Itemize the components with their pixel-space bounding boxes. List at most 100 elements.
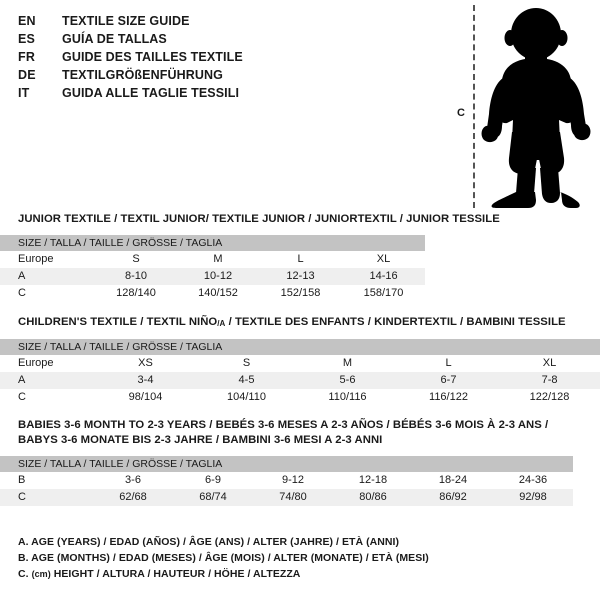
language-code: IT [18, 86, 30, 100]
table-cell: 6-9 [173, 472, 253, 489]
table-cell: 158/170 [342, 285, 426, 302]
row-label: C [0, 489, 93, 506]
table-row: Europe S M L XL [0, 251, 426, 268]
table-cell: 122/128 [499, 389, 600, 406]
table-cell: 62/68 [93, 489, 173, 506]
table-header-bar: SIZE / TALLA / TAILLE / GRÖSSE / TAGLIA [0, 339, 600, 355]
table-row: Europe XS S M L XL [0, 355, 600, 372]
table-cell: 18-24 [413, 472, 493, 489]
table-row: A 3-4 4-5 5-6 6-7 7-8 [0, 372, 600, 389]
measurement-legend: A. AGE (YEARS) / EDAD (AÑOS) / ÂGE (ANS)… [18, 534, 578, 582]
language-title: GUIDE DES TAILLES TEXTILE [62, 50, 243, 64]
language-code: DE [18, 68, 36, 82]
table-cell: 3-6 [93, 472, 173, 489]
language-row: ES GUÍA DE TALLAS [18, 30, 438, 48]
table-cell: 8-10 [95, 268, 177, 285]
language-title: TEXTILGRÖßENFÜHRUNG [62, 68, 223, 82]
table-cell: 74/80 [253, 489, 333, 506]
table-cell: M [297, 355, 398, 372]
legend-line-c: C. (cm) HEIGHT / ALTURA / HAUTEUR / HÖHE… [18, 566, 578, 582]
junior-size-table: SIZE / TALLA / TAILLE / GRÖSSE / TAGLIA … [0, 235, 426, 302]
section-title-children-sub: /A [217, 319, 226, 328]
language-title: GUÍA DE TALLAS [62, 32, 167, 46]
row-label: Europe [0, 355, 95, 372]
language-title: GUIDA ALLE TAGLIE TESSILI [62, 86, 240, 100]
table-cell: 92/98 [493, 489, 573, 506]
table-cell: 68/74 [173, 489, 253, 506]
table-cell: 12-13 [259, 268, 342, 285]
table-row: C 62/68 68/74 74/80 80/86 86/92 92/98 [0, 489, 573, 506]
table-cell: 140/152 [177, 285, 259, 302]
table-cell: 3-4 [95, 372, 196, 389]
babies-size-table: SIZE / TALLA / TAILLE / GRÖSSE / TAGLIA … [0, 456, 573, 506]
section-title-children-pre: CHILDREN'S TEXTILE / TEXTIL NIÑO [18, 316, 218, 328]
row-label: A [0, 268, 95, 285]
table-cell: XL [342, 251, 426, 268]
toddler-silhouette-icon [481, 8, 591, 208]
table-cell: 152/158 [259, 285, 342, 302]
language-title-block: EN TEXTILE SIZE GUIDE ES GUÍA DE TALLAS FR GU… [18, 12, 438, 102]
row-label: A [0, 372, 95, 389]
table-cell: XS [95, 355, 196, 372]
table-cell: 9-12 [253, 472, 333, 489]
table-cell: M [177, 251, 259, 268]
table-cell: S [95, 251, 177, 268]
table-cell: 80/86 [333, 489, 413, 506]
table-row: A 8-10 10-12 12-13 14-16 [0, 268, 426, 285]
table-cell: 12-18 [333, 472, 413, 489]
row-label: C [0, 285, 95, 302]
size-bar-label: SIZE / TALLA / TAILLE / GRÖSSE / TAGLIA [0, 235, 426, 251]
size-bar-label: SIZE / TALLA / TAILLE / GRÖSSE / TAGLIA [0, 339, 600, 355]
table-row: C 128/140 140/152 152/158 158/170 [0, 285, 426, 302]
language-code: FR [18, 50, 36, 64]
language-row: EN TEXTILE SIZE GUIDE [18, 12, 438, 30]
section-title-children-post: / TEXTILE DES ENFANTS / KINDERTEXTIL / B… [225, 316, 566, 328]
row-label: B [0, 472, 93, 489]
legend-line-c-pre: C. [18, 568, 32, 580]
table-cell: L [259, 251, 342, 268]
legend-line-a: A. AGE (YEARS) / EDAD (AÑOS) / ÂGE (ANS)… [18, 536, 400, 548]
table-cell: XL [499, 355, 600, 372]
row-label: Europe [0, 251, 95, 268]
table-cell: 128/140 [95, 285, 177, 302]
table-cell: 24-36 [493, 472, 573, 489]
table-cell: 98/104 [95, 389, 196, 406]
row-label: C [0, 389, 95, 406]
size-bar-label: SIZE / TALLA / TAILLE / GRÖSSE / TAGLIA [0, 456, 573, 472]
legend-line-c-post: HEIGHT / ALTURA / HAUTEUR / HÖHE / ALTEZ… [50, 568, 301, 580]
table-cell: S [196, 355, 297, 372]
table-cell: 86/92 [413, 489, 493, 506]
section-childrens-textile: CHILDREN'S TEXTILE / TEXTIL NIÑO/A / TEX… [0, 315, 600, 406]
size-illustration: C [440, 0, 600, 212]
table-cell: 4-5 [196, 372, 297, 389]
language-row: IT GUIDA ALLE TAGLIE TESSILI [18, 84, 438, 102]
table-cell: 116/122 [398, 389, 499, 406]
section-title-junior: JUNIOR TEXTILE / TEXTIL JUNIOR/ TEXTILE … [18, 213, 500, 225]
table-cell: 6-7 [398, 372, 499, 389]
legend-line-c-unit: (cm) [31, 569, 51, 579]
table-cell: 110/116 [297, 389, 398, 406]
section-babies-textile: BABIES 3-6 MONTH TO 2-3 YEARS / BEBÉS 3-… [0, 418, 600, 506]
language-code: ES [18, 32, 36, 46]
dashed-measure-line-icon [473, 5, 475, 208]
table-row: B 3-6 6-9 9-12 12-18 18-24 24-36 [0, 472, 573, 489]
language-row: DE TEXTILGRÖßENFÜHRUNG [18, 66, 438, 84]
language-code: EN [18, 14, 36, 28]
table-cell: 104/110 [196, 389, 297, 406]
table-cell: 7-8 [499, 372, 600, 389]
table-cell: L [398, 355, 499, 372]
table-header-bar: SIZE / TALLA / TAILLE / GRÖSSE / TAGLIA [0, 235, 426, 251]
table-row: C 98/104 104/110 110/116 116/122 122/128 [0, 389, 600, 406]
section-title-babies-line1: BABIES 3-6 MONTH TO 2-3 YEARS / BEBÉS 3-… [18, 419, 549, 431]
height-measure-label: C [457, 107, 465, 119]
table-cell: 10-12 [177, 268, 259, 285]
section-junior-textile: JUNIOR TEXTILE / TEXTIL JUNIOR/ TEXTILE … [0, 212, 600, 302]
section-title-babies-line2: BABYS 3-6 MONATE BIS 2-3 JAHRE / BAMBINI… [18, 434, 383, 446]
section-title-children: CHILDREN'S TEXTILE / TEXTIL NIÑO/A / TEX… [0, 315, 600, 331]
table-header-bar: SIZE / TALLA / TAILLE / GRÖSSE / TAGLIA [0, 456, 573, 472]
language-title: TEXTILE SIZE GUIDE [62, 14, 190, 28]
children-size-table: SIZE / TALLA / TAILLE / GRÖSSE / TAGLIA … [0, 339, 600, 406]
table-cell: 5-6 [297, 372, 398, 389]
legend-line-b: B. AGE (MONTHS) / EDAD (MESES) / ÂGE (MO… [18, 552, 429, 564]
language-row: FR GUIDE DES TAILLES TEXTILE [18, 48, 438, 66]
